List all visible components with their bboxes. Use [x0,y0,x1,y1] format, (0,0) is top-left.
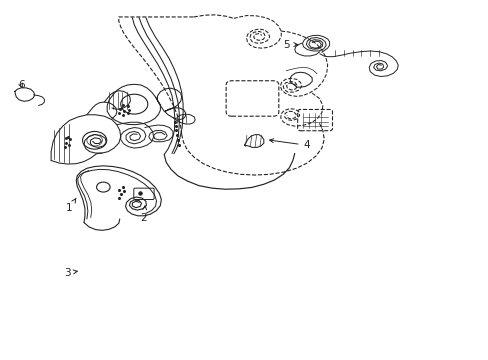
Text: 5: 5 [283,40,297,50]
Text: 2: 2 [141,206,147,223]
Text: 6: 6 [18,80,24,90]
Text: 4: 4 [269,139,309,150]
Text: 1: 1 [66,198,76,213]
Text: 3: 3 [64,268,77,278]
